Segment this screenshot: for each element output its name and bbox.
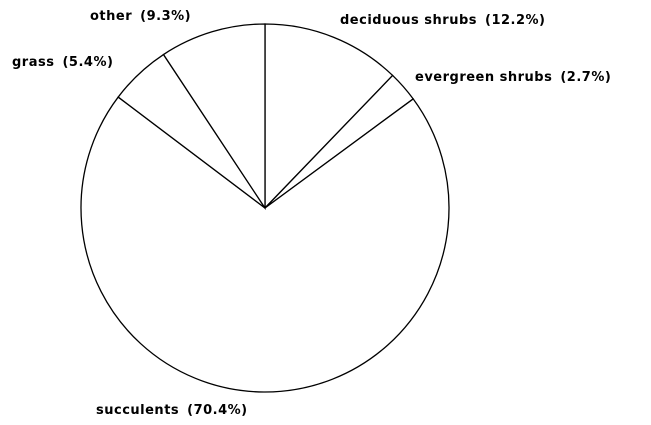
pie-slice: [80, 96, 450, 393]
category-name: grass: [12, 55, 54, 70]
category-name: other: [90, 9, 132, 24]
slice-label: deciduous shrubs (12.2%): [340, 13, 545, 28]
category-name: succulents: [96, 403, 179, 418]
slice-label: grass (5.4%): [12, 55, 113, 70]
value-label: (5.4%): [62, 55, 113, 70]
category-name: evergreen shrubs: [415, 70, 552, 85]
value-label: (9.3%): [140, 9, 191, 24]
pie-slice: [162, 23, 266, 211]
value-label: (12.2%): [485, 13, 545, 28]
value-label: (70.4%): [187, 403, 247, 418]
value-label: (2.7%): [560, 70, 611, 85]
pie-slice: [264, 23, 394, 210]
slice-label: evergreen shrubs (2.7%): [415, 70, 611, 85]
slice-label: other (9.3%): [90, 9, 191, 24]
category-name: deciduous shrubs: [340, 13, 477, 28]
slice-label: succulents (70.4%): [96, 403, 248, 418]
